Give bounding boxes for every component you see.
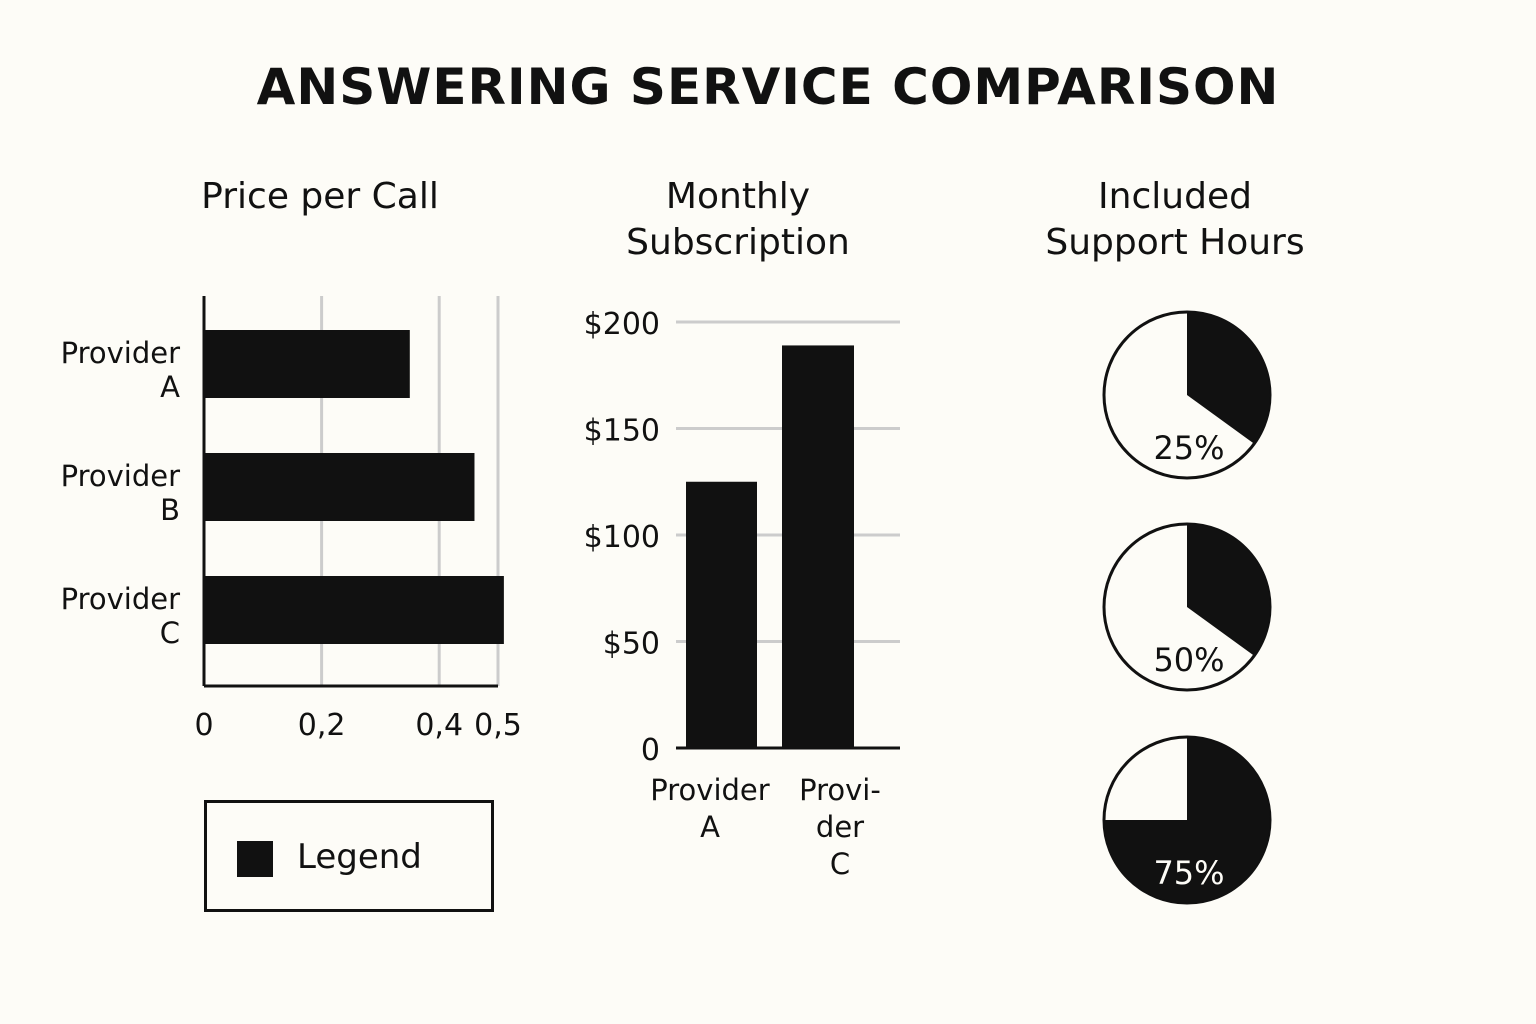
- price-x-tick-label: 0,4: [415, 708, 463, 743]
- price-bar: [204, 576, 504, 644]
- subscription-y-tick-label: $200: [584, 307, 660, 342]
- support-pie-label: 25%: [1153, 429, 1224, 467]
- support-pie-slice: [1104, 737, 1270, 903]
- monthly-subscription-title: Monthly Subscription: [626, 176, 850, 263]
- support-pie-slice: [1187, 524, 1271, 656]
- subscription-category-label: der: [816, 810, 864, 844]
- price-category-label: C: [160, 616, 180, 650]
- support-pie-slice: [1187, 312, 1270, 444]
- price-bar: [204, 330, 410, 398]
- price-x-tick-label: 0,5: [474, 708, 522, 743]
- subscription-y-tick-label: $50: [603, 627, 660, 662]
- price-bar: [204, 453, 475, 521]
- subscription-category-label: C: [830, 847, 850, 881]
- price-category-label: Provider: [61, 336, 180, 370]
- price-x-tick-label: 0,2: [298, 708, 346, 743]
- support-pie-label: 50%: [1153, 641, 1224, 679]
- price-per-call-title: Price per Call: [201, 176, 439, 217]
- price-category-label: A: [160, 370, 180, 404]
- price-category-label: Provider: [61, 582, 180, 616]
- subscription-category-label: Provider: [650, 773, 769, 807]
- support-hours-title: Included Support Hours: [1045, 176, 1305, 263]
- subscription-bar: [782, 345, 854, 748]
- subscription-y-tick-label: 0: [641, 733, 660, 768]
- price-category-label: Provider: [61, 459, 180, 493]
- legend-label: Legend: [297, 837, 422, 877]
- price-category-label: B: [160, 493, 180, 527]
- subscription-bar: [686, 481, 757, 748]
- legend: Legend: [204, 800, 494, 912]
- subscription-y-tick-label: $100: [584, 520, 660, 555]
- subscription-y-tick-label: $150: [584, 414, 660, 449]
- legend-swatch: [237, 841, 273, 877]
- main-title: ANSWERING SERVICE COMPARISON: [256, 58, 1280, 116]
- price-x-tick-label: 0: [194, 708, 213, 743]
- support-pie-label: 75%: [1153, 854, 1224, 892]
- subscription-category-label: Provi-: [799, 773, 881, 807]
- subscription-category-label: A: [700, 810, 720, 844]
